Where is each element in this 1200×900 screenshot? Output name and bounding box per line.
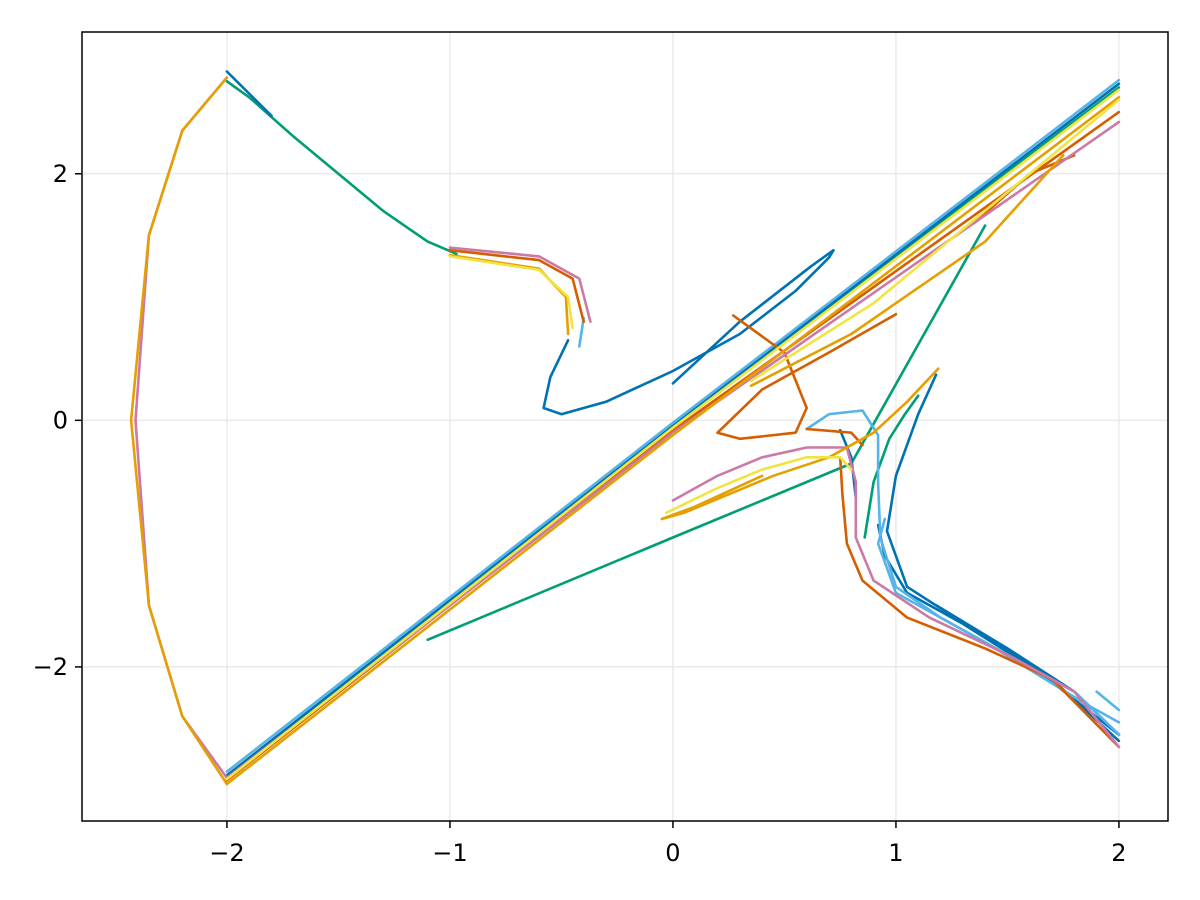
x-tick-label: 2 [1111,839,1126,867]
series-line-segment [1095,690,1121,712]
series-3 [225,78,1121,774]
series-line-segment [448,246,592,324]
series-line-segment [863,394,920,539]
series-line-segment [448,255,574,330]
x-tick-label: −1 [432,839,467,867]
series-7 [225,88,1121,781]
series-line-segment [660,367,940,521]
series-line-segment [426,224,987,642]
axis-ticks: −2 −1 0 1 2 −2 0 2 [33,160,1127,867]
series-group [129,70,1121,786]
series-line-segment [225,96,1121,786]
y-tick-label: 0 [53,406,68,434]
y-tick-label: −2 [33,653,68,681]
series-line-segment [749,154,1065,388]
series-line-segment [129,76,229,786]
series-line-segment [664,455,853,515]
series-line-segment [671,446,1121,749]
x-tick-label: 1 [888,839,903,867]
series-line-segment [225,82,1121,777]
series-line-segment [749,98,1121,383]
series-line-segment [448,248,586,324]
series-line-segment [225,88,1121,781]
series-line-segment [716,312,898,441]
series-line-segment [225,78,1121,774]
series-line-segment [225,80,458,256]
series-line-segment [225,70,273,118]
series-6 [129,76,1121,786]
y-tick-label: 2 [53,160,68,188]
series-line-segment [876,517,1121,724]
x-tick-label: 0 [665,839,680,867]
plot-frame [81,31,1169,822]
x-tick-label: −2 [209,839,244,867]
series-2 [225,70,1121,777]
series-line-segment [838,428,858,500]
series-line-segment [542,248,835,416]
